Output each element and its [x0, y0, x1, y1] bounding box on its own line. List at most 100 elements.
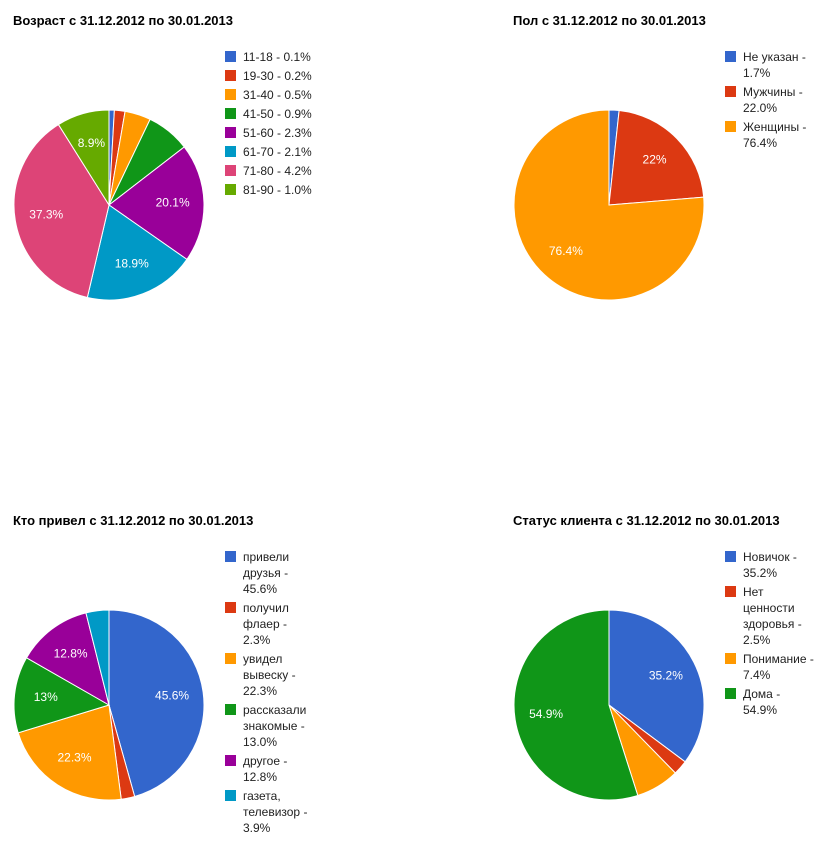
legend: Не указан - 1.7% Мужчины - 22.0% Женщины -… [725, 49, 817, 154]
legend-swatch [225, 551, 236, 562]
legend-label: Новичок - 35.2% [743, 550, 797, 580]
slice-label: 37.3% [29, 208, 63, 222]
legend-swatch [725, 551, 736, 562]
legend-swatch [225, 790, 236, 801]
legend-swatch [225, 89, 236, 100]
legend-label: 31-40 - 0.5% [243, 88, 312, 102]
legend-label: получил флаер - 2.3% [243, 601, 289, 647]
legend-item: 61-70 - 2.1% [225, 144, 317, 160]
pie-slice [13, 657, 111, 734]
legend: 11-18 - 0.1% 19-30 - 0.2% 31-40 - 0.5% 41-5… [225, 49, 317, 201]
chart-panel: Статус клиента с 31.12.2012 по 30.01.201… [500, 500, 830, 850]
pie-slice [513, 609, 639, 801]
legend-swatch [225, 184, 236, 195]
legend-swatch [225, 755, 236, 766]
chart-title: Пол с 31.12.2012 по 30.01.2013 [513, 13, 706, 28]
legend-label: 41-50 - 0.9% [243, 107, 312, 121]
legend-item: 71-80 - 4.2% [225, 163, 317, 179]
pie-slice [86, 204, 188, 301]
legend-swatch [725, 586, 736, 597]
legend-swatch [225, 146, 236, 157]
pie-slice [513, 109, 705, 301]
slice-label: 22.3% [58, 751, 92, 765]
legend-item: 81-90 - 1.0% [225, 182, 317, 198]
legend-swatch [225, 127, 236, 138]
pie-chart: 20.1% 18.9% 37.3% 8.9% [13, 109, 205, 301]
pie-slice [108, 146, 205, 261]
legend-item: Женщины - 76.4% [725, 119, 817, 151]
legend-label: другое - 12.8% [243, 754, 288, 784]
pie-chart: 35.2% 54.9% [513, 609, 705, 801]
legend-item: 31-40 - 0.5% [225, 87, 317, 103]
legend-label: увидел вывеску - 22.3% [243, 652, 296, 698]
legend-swatch [725, 121, 736, 132]
legend-label: 11-18 - 0.1% [243, 50, 311, 64]
slice-label: 13% [34, 690, 58, 704]
legend-item: 41-50 - 0.9% [225, 106, 317, 122]
legend-swatch [725, 51, 736, 62]
pie-slice [57, 109, 110, 207]
slice-label: 20.1% [156, 196, 190, 210]
legend: Новичок - 35.2% Нет ценности здоровья - 2… [725, 549, 817, 721]
chart-title: Кто привел с 31.12.2012 по 30.01.2013 [13, 513, 254, 528]
slice-label: 22% [643, 153, 667, 167]
legend-label: Понимание - 7.4% [743, 652, 814, 682]
legend-label: газета, телевизор - 3.9% [243, 789, 308, 835]
legend-label: 19-30 - 0.2% [243, 69, 312, 83]
chart-panel: Пол с 31.12.2012 по 30.01.2013 22% 76.4% Не… [500, 0, 830, 350]
legend-item: Дома - 54.9% [725, 686, 817, 718]
legend-item: Не указан - 1.7% [725, 49, 817, 81]
legend-label: привели друзья - 45.6% [243, 550, 290, 596]
chart-title: Статус клиента с 31.12.2012 по 30.01.201… [513, 513, 780, 528]
legend-swatch [725, 653, 736, 664]
legend-item: другое - 12.8% [225, 753, 317, 785]
legend-item: 11-18 - 0.1% [225, 49, 317, 65]
pie-slice [608, 109, 705, 206]
legend-label: Не указан - 1.7% [743, 50, 806, 80]
legend-swatch [225, 602, 236, 613]
legend-item: Новичок - 35.2% [725, 549, 817, 581]
legend-label: 81-90 - 1.0% [243, 183, 312, 197]
legend-item: Нет ценности здоровья - 2.5% [725, 584, 817, 648]
legend-label: Женщины - 76.4% [743, 120, 807, 150]
legend-item: привели друзья - 45.6% [225, 549, 317, 597]
legend-label: Мужчины - 22.0% [743, 85, 803, 115]
slice-label: 35.2% [649, 669, 683, 683]
pie-slice [608, 609, 705, 763]
legend-swatch [725, 688, 736, 699]
legend-swatch [225, 108, 236, 119]
legend-label: 61-70 - 2.1% [243, 145, 312, 159]
legend-item: увидел вывеску - 22.3% [225, 651, 317, 699]
legend-label: Нет ценности здоровья - 2.5% [743, 585, 802, 647]
legend-item: газета, телевизор - 3.9% [225, 788, 317, 836]
legend: привели друзья - 45.6% получил флаер - 2.… [225, 549, 317, 839]
slice-label: 18.9% [115, 257, 149, 271]
slice-label: 54.9% [529, 707, 563, 721]
legend-item: Понимание - 7.4% [725, 651, 817, 683]
pie-slice [108, 609, 205, 798]
legend-label: Дома - 54.9% [743, 687, 781, 717]
chart-title: Возраст с 31.12.2012 по 30.01.2013 [13, 13, 233, 28]
legend-label: рассказали знакомые - 13.0% [243, 703, 307, 749]
pie-slice [17, 704, 122, 801]
pie-slice [85, 609, 110, 706]
slice-label: 45.6% [155, 688, 189, 702]
pie-chart: 45.6% 22.3% 13% 12.8% [13, 609, 205, 801]
legend-swatch [225, 165, 236, 176]
legend-item: рассказали знакомые - 13.0% [225, 702, 317, 750]
pie-chart: 22% 76.4% [513, 109, 705, 301]
legend-swatch [225, 51, 236, 62]
chart-panel: Возраст с 31.12.2012 по 30.01.2013 20.1% 1… [0, 0, 330, 350]
pie-slice [25, 612, 110, 707]
legend-item: 51-60 - 2.3% [225, 125, 317, 141]
legend-label: 51-60 - 2.3% [243, 126, 312, 140]
legend-item: получил флаер - 2.3% [225, 600, 317, 648]
slice-label: 8.9% [78, 136, 106, 150]
legend-label: 71-80 - 4.2% [243, 164, 312, 178]
legend-swatch [225, 70, 236, 81]
legend-item: 19-30 - 0.2% [225, 68, 317, 84]
slice-label: 76.4% [549, 244, 583, 258]
legend-swatch [225, 704, 236, 715]
legend-swatch [225, 653, 236, 664]
